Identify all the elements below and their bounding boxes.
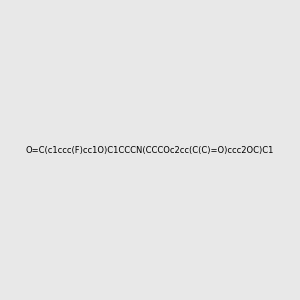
Text: O=C(c1ccc(F)cc1O)C1CCCN(CCCOc2cc(C(C)=O)ccc2OC)C1: O=C(c1ccc(F)cc1O)C1CCCN(CCCOc2cc(C(C)=O)… [26,146,274,154]
